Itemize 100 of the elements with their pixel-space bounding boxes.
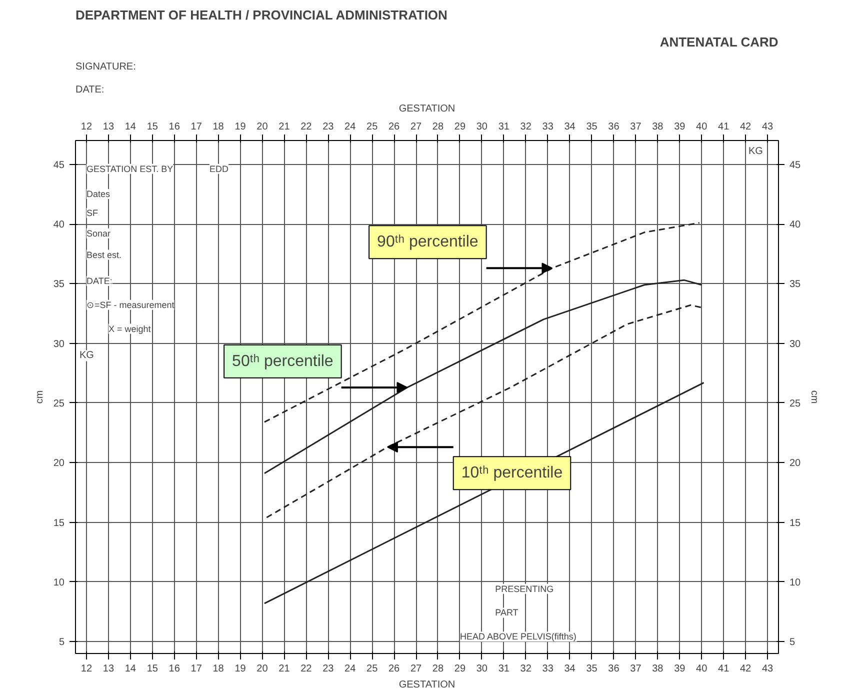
x2-tick-label: 35 [586, 664, 598, 674]
x2-tick-label: 39 [674, 664, 686, 674]
x-tick-label: 37 [630, 122, 642, 132]
y-tick-label: 35 [53, 279, 65, 290]
x-axis-title: GESTATION [398, 680, 456, 690]
x-tick-label: 34 [564, 122, 576, 132]
x2-tick-label: 32 [520, 664, 532, 674]
x-tick-label: 12 [80, 122, 92, 132]
text: DATE: [76, 84, 104, 96]
y2-tick-label: 30 [790, 338, 802, 350]
x-tick-label: 29 [454, 122, 466, 132]
x-tick-label: 23 [322, 122, 334, 132]
y2-tick-label: 40 [790, 220, 802, 231]
x-tick-label: 15 [146, 122, 158, 132]
x2-tick-label: 41 [718, 664, 730, 674]
annotation: Dates [86, 188, 110, 199]
chart-subtitle: ANTENATAL CARD [660, 34, 778, 50]
line-series [266, 304, 702, 518]
y-axis-title: cm [34, 390, 46, 404]
annotation: Best est. [86, 250, 122, 260]
x2-axis-title: GESTATION [398, 104, 456, 114]
x-tick-label: 14 [124, 122, 136, 132]
annotation: KG [748, 146, 764, 158]
x2-tick-label: 13 [102, 664, 114, 674]
x2-tick-label: 14 [124, 664, 136, 674]
x-tick-label: 17 [190, 122, 202, 132]
x-tick-label: 43 [762, 122, 774, 132]
annotation: HEAD ABOVE PELVIS(fifths) [460, 632, 576, 642]
x2-tick-label: 27 [410, 664, 422, 674]
y2-tick-label: 10 [790, 577, 802, 588]
x-tick-label: 32 [520, 122, 532, 132]
x2-tick-label: 43 [762, 664, 774, 674]
x2-tick-label: 20 [256, 664, 268, 674]
annotation: KG [80, 350, 94, 362]
x-tick-label: 22 [300, 122, 312, 132]
x-tick-label: 38 [652, 122, 664, 132]
x2-tick-label: 19 [234, 664, 246, 674]
x2-tick-label: 25 [366, 664, 378, 674]
x2-tick-label: 37 [630, 664, 642, 674]
x2-tick-label: 23 [322, 664, 334, 674]
x-tick-label: 41 [718, 122, 730, 132]
annotation: PRESENTING [495, 584, 554, 594]
annotation: SF [86, 208, 98, 218]
x2-tick-label: 16 [168, 664, 180, 674]
x2-tick-label: 24 [344, 664, 356, 674]
y2-tick-label: 45 [790, 160, 802, 171]
x2-tick-label: 40 [696, 664, 708, 674]
y-tick-label: 5 [58, 637, 65, 648]
x2-tick-label: 28 [432, 664, 444, 674]
x2-tick-label: 34 [564, 664, 576, 674]
x-tick-label: 36 [608, 122, 620, 132]
y-tick-label: 20 [53, 458, 65, 470]
x2-tick-label: 26 [388, 664, 400, 674]
x-tick-label: 31 [498, 122, 510, 132]
y-tick-label: 45 [53, 160, 65, 171]
x-tick-label: 24 [344, 122, 356, 132]
x2-tick-label: 42 [740, 664, 752, 674]
x2-tick-label: 17 [190, 664, 202, 674]
x2-tick-label: 33 [542, 664, 554, 674]
x2-tick-label: 12 [80, 664, 92, 674]
x2-tick-label: 15 [146, 664, 158, 674]
x-tick-label: 42 [740, 122, 752, 132]
y-tick-label: 10 [53, 577, 65, 588]
x-tick-label: 21 [278, 122, 290, 132]
annotation: DATE: [86, 276, 112, 286]
x-tick-label: 20 [256, 122, 268, 132]
x-tick-label: 39 [674, 122, 686, 132]
y-tick-label: 25 [53, 398, 65, 410]
x-tick-label: 33 [542, 122, 554, 132]
x2-tick-label: 18 [212, 664, 224, 674]
annotation: GESTATION EST. BY [86, 164, 174, 174]
x-tick-label: 18 [212, 122, 224, 132]
x-tick-label: 40 [696, 122, 708, 132]
x-tick-label: 30 [476, 122, 488, 132]
x-tick-label: 26 [388, 122, 400, 132]
x2-tick-label: 31 [498, 664, 510, 674]
y2-tick-label: 20 [790, 458, 802, 470]
annotation: EDD [210, 164, 230, 174]
line-series [264, 222, 700, 423]
y-tick-label: 30 [53, 338, 65, 350]
annotation: 50ᵗʰ percentile [232, 352, 334, 370]
x2-tick-label: 36 [608, 664, 620, 674]
annotation: PART [495, 608, 519, 618]
x2-tick-label: 21 [278, 664, 290, 674]
y2-axis-title: cm [808, 390, 820, 404]
text: SIGNATURE: [76, 62, 136, 72]
y-tick-label: 15 [53, 518, 65, 529]
x2-tick-label: 38 [652, 664, 664, 674]
x-tick-label: 19 [234, 122, 246, 132]
y2-tick-label: 5 [790, 637, 796, 648]
y2-tick-label: 35 [790, 279, 802, 290]
annotation: ⊙=SF - measurement [86, 300, 175, 310]
annotation: Sonar [86, 228, 111, 238]
x-tick-label: 35 [586, 122, 598, 132]
x-tick-label: 25 [366, 122, 378, 132]
annotation: X = weight [108, 324, 152, 334]
y2-tick-label: 25 [790, 398, 802, 410]
x2-tick-label: 30 [476, 664, 488, 674]
x2-tick-label: 22 [300, 664, 312, 674]
chart-title: DEPARTMENT OF HEALTH / PROVINCIAL ADMINISTRATION [76, 8, 448, 22]
